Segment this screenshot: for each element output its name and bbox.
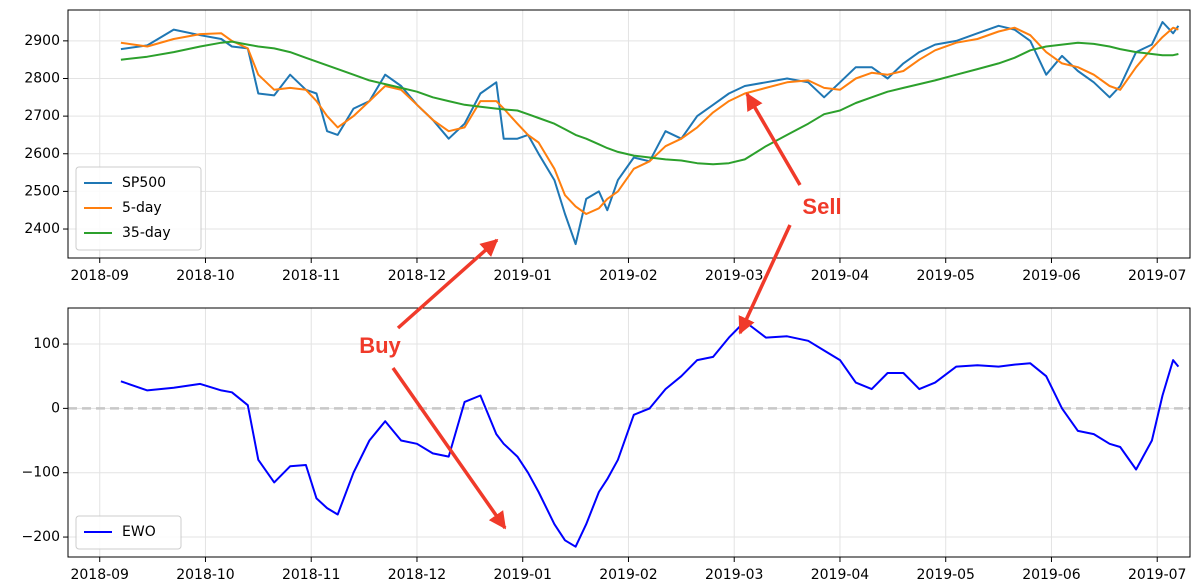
arrow [396,238,499,330]
x-tick-label: 2019-06 [1022,268,1081,284]
x-tick-label: 2019-01 [493,268,552,284]
annotation: Buy [359,333,401,358]
x-tick-label: 2019-04 [811,268,870,284]
y-tick-label: 2500 [24,183,60,199]
legend-box [75,166,202,251]
x-tick-label: 2019-07 [1128,567,1187,583]
x-tick-label: 2019-05 [916,567,975,583]
y-tick-label: 100 [33,336,60,352]
line-series [120,40,1179,166]
charts: 2018-09 2018-10 2018-11 2018-12 2019-01 2019-… [22,9,1191,583]
x-tick-label: 2018-12 [388,268,447,284]
x-tick-label: 2019-06 [1022,567,1081,583]
x-tick-label: 2019-01 [493,567,552,583]
y-tick-label: 2600 [24,146,60,162]
legend-label: 35-day [122,225,171,241]
y-tick-label: 0 [51,400,60,416]
y-tick-label: −100 [22,465,60,481]
y-tick-label: −200 [22,529,60,545]
arrow [391,366,507,530]
x-tick-label: 2019-03 [705,268,764,284]
legend-label: 5-day [122,200,162,216]
x-tick-label: 2018-09 [70,567,129,583]
line-series [120,320,1180,548]
y-tick-label: 2800 [24,70,60,86]
legend-label: SP500 [122,175,166,191]
legend-box [75,515,182,550]
arrow [738,224,792,335]
y-tick-label: 2400 [24,221,60,237]
x-tick-label: 2018-09 [70,268,129,284]
plot-frame [67,9,1191,259]
y-tick-label: 2900 [24,33,60,49]
line-series [120,26,1179,215]
x-tick-label: 2019-04 [811,567,870,583]
plot-frame [67,307,1191,558]
x-tick-label: 2018-11 [282,567,341,583]
arrow [745,92,802,186]
x-tick-label: 2018-12 [388,567,447,583]
x-tick-label: 2019-05 [916,268,975,284]
x-tick-label: 2019-02 [599,268,658,284]
legend-label: EWO [122,524,156,540]
chart: 2018-09 2018-10 2018-11 2018-12 2019-01 2019-… [22,307,1191,583]
y-tick-label: 2700 [24,108,60,124]
annotation-arrows [391,92,802,530]
x-tick-label: 2019-07 [1128,268,1187,284]
x-tick-label: 2018-10 [176,567,235,583]
x-tick-label: 2019-02 [599,567,658,583]
line-series [120,21,1180,246]
x-tick-label: 2018-11 [282,268,341,284]
x-tick-label: 2018-10 [176,268,235,284]
chart: 2018-09 2018-10 2018-11 2018-12 2019-01 2019-… [24,9,1191,284]
x-tick-label: 2019-03 [705,567,764,583]
annotation: Sell [802,194,841,219]
